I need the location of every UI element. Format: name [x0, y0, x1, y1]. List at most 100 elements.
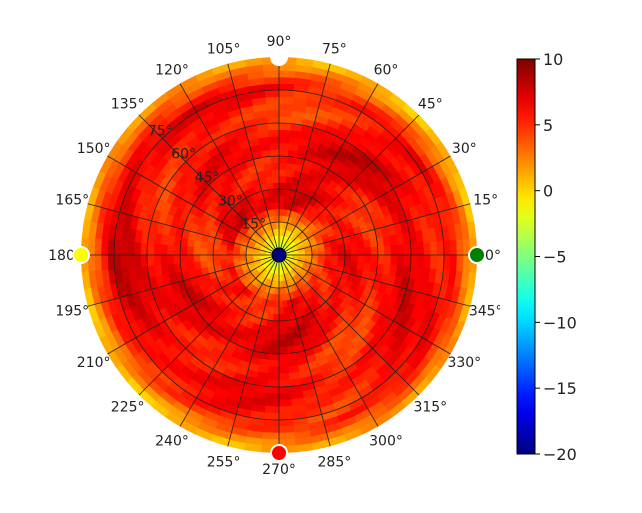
heatmap-cell [267, 373, 280, 381]
heatmap-cell [397, 243, 405, 256]
marker-180deg [72, 246, 90, 264]
heatmap-cell [133, 254, 142, 268]
colorbar-tick-label: −10 [543, 313, 577, 332]
heatmap-cell [273, 307, 280, 315]
colorbar-tick-label: 0 [543, 182, 553, 201]
heatmap-cell [275, 280, 280, 289]
heatmap-cell [264, 96, 280, 105]
angular-gridline [278, 254, 379, 427]
heatmap-cell [278, 129, 291, 137]
heatmap-cell [330, 259, 339, 266]
heatmap-cell [344, 254, 352, 262]
heatmap-cell [278, 175, 287, 183]
heatmap-cell [278, 340, 288, 348]
heatmap-cell [278, 149, 289, 157]
heatmap-cell [390, 244, 399, 256]
heatmap-cell [268, 142, 280, 151]
heatmap-cell [212, 243, 221, 251]
heatmap-cell [153, 243, 161, 256]
heatmap-cell [267, 129, 280, 137]
colorbar: −20 −15 −10 −5 0 5 10 [516, 50, 577, 464]
radial-tick-label: 45° [195, 170, 220, 186]
heatmap-cell [270, 155, 280, 164]
heatmap-cell [133, 242, 142, 256]
heatmap-cell [206, 248, 214, 256]
radial-tick-label: 15° [241, 217, 266, 233]
heatmap-cell [269, 353, 280, 361]
heatmap-cell [263, 83, 280, 91]
theta-tick-label: 270° [262, 462, 296, 478]
heatmap-cell [120, 240, 129, 256]
heatmap-cell [410, 254, 418, 268]
heatmap-cell [225, 250, 234, 256]
angular-gridline [227, 254, 280, 447]
heatmap-cell [266, 392, 280, 401]
heatmap-cell [337, 259, 346, 267]
heatmap-cell [377, 245, 385, 256]
heatmap-cell [278, 135, 290, 144]
heatmap-cell [357, 247, 366, 256]
heatmap-cell [364, 254, 372, 264]
heatmap-cell [283, 195, 290, 204]
heatmap-cell [266, 116, 280, 124]
heatmap-cell [370, 254, 379, 264]
heatmap-cell [283, 188, 291, 197]
heatmap-cell [268, 366, 280, 375]
heatmap-cell [278, 313, 286, 322]
heatmap-cell [192, 247, 201, 256]
heatmap-cell [278, 425, 295, 434]
heatmap-cell [219, 244, 228, 251]
colorbar-tick-label: 5 [543, 116, 553, 135]
heatmap-cell [140, 254, 148, 268]
heatmap-cell [113, 240, 122, 256]
heatmap-cell [272, 320, 280, 328]
heatmap-cell [199, 254, 207, 263]
heatmap-cell [268, 135, 280, 144]
heatmap-cell [245, 251, 254, 256]
heatmap-cell [429, 240, 438, 256]
heatmap-cell [146, 243, 155, 256]
heatmap-cell [410, 242, 418, 256]
theta-tick-label: 75° [322, 41, 347, 57]
theta-tick-label: 255° [207, 455, 241, 471]
heatmap-cell [343, 260, 352, 268]
angular-gridline [179, 83, 280, 256]
heatmap-cell [383, 254, 392, 266]
heatmap-cell [265, 102, 280, 111]
heatmap-cell [267, 122, 280, 131]
heatmap-cell [278, 201, 284, 210]
heatmap-cell [274, 294, 280, 302]
heatmap-cell [449, 254, 458, 271]
angular-gridline [278, 203, 471, 256]
theta-tick-label: 60° [374, 63, 399, 79]
theta-tick-label: 120° [155, 63, 189, 79]
heatmap-cell [278, 188, 286, 197]
heatmap-cell [263, 76, 280, 85]
theta-tick-label: 210° [77, 355, 111, 371]
heatmap-cell [443, 239, 451, 256]
heatmap-cell [278, 353, 289, 361]
heatmap-cell [370, 246, 379, 256]
heatmap-cell [383, 244, 392, 256]
radial-tick-labels: 15° 30° 45° 60° 75° [148, 123, 266, 232]
heatmap-cell [456, 238, 465, 256]
theta-tick-label: 330° [447, 355, 481, 371]
heatmap-cell [271, 327, 280, 335]
heatmap-cell [278, 399, 293, 408]
heatmap-cell [390, 254, 399, 266]
heatmap-cell [153, 254, 161, 267]
heatmap-cell [232, 250, 240, 256]
colorbar-ticks: −20 −15 −10 −5 0 5 10 [535, 50, 577, 464]
angular-gridline [278, 83, 379, 256]
heatmap-cell [272, 182, 280, 190]
heatmap-cell [179, 254, 188, 264]
heatmap-cell [267, 313, 275, 322]
heatmap-cell [278, 366, 290, 375]
heatmap-cell [278, 386, 292, 394]
heatmap-cell [264, 412, 280, 421]
heatmap-cell [265, 399, 280, 408]
heatmap-cell [436, 240, 445, 256]
heatmap-cell [120, 254, 129, 270]
marker-90deg [270, 48, 288, 66]
